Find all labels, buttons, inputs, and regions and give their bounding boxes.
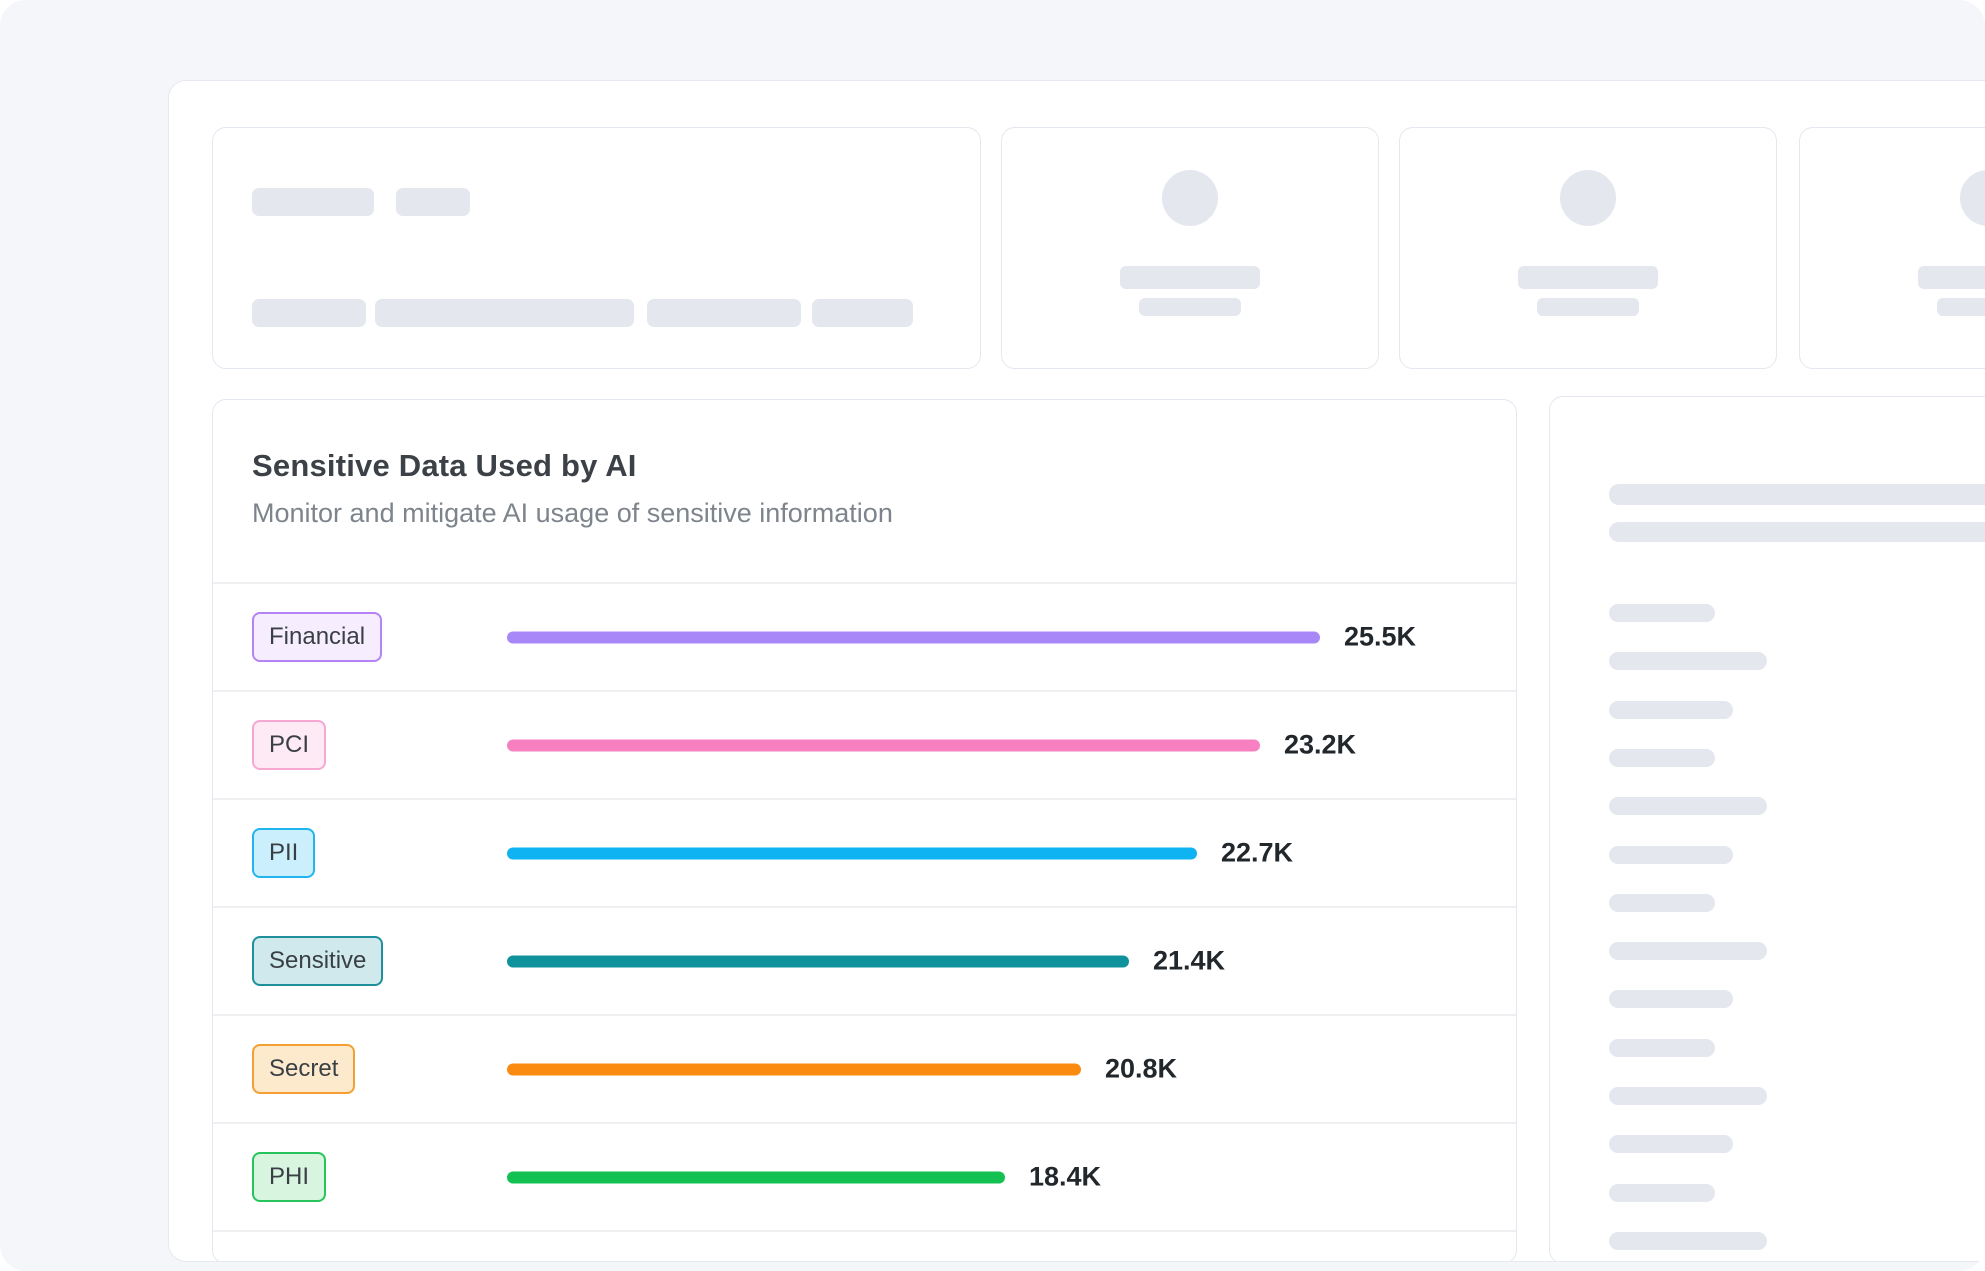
chart-row-phi: PHI 18.4K <box>213 1124 1516 1232</box>
skeleton-line <box>1609 652 1767 670</box>
category-badge-secret[interactable]: Secret <box>252 1044 356 1094</box>
chart-row-pii: PII 22.7K <box>213 800 1516 908</box>
profile-card-skeleton-1 <box>1001 127 1379 369</box>
skeleton-line <box>1609 990 1733 1008</box>
dashboard-surface: Sensitive Data Used by AI Monitor and mi… <box>168 80 1985 1262</box>
skeleton-bar <box>396 188 470 216</box>
skeleton-bar <box>252 188 374 216</box>
chart-row-sensitive: Sensitive 21.4K <box>213 908 1516 1016</box>
category-badge-pci[interactable]: PCI <box>252 720 327 770</box>
category-badge-phi[interactable]: PHI <box>252 1152 327 1202</box>
bar-group: 25.5K <box>507 622 1416 653</box>
avatar <box>1560 170 1616 226</box>
bar-group: 20.8K <box>507 1054 1177 1085</box>
panel-header: Sensitive Data Used by AI Monitor and mi… <box>213 400 1516 584</box>
skeleton-line <box>1609 749 1715 767</box>
profile-card-skeleton-3 <box>1799 127 1985 369</box>
category-badge-sensitive[interactable]: Sensitive <box>252 936 384 986</box>
skeleton-bar <box>252 299 366 327</box>
profile-card-skeleton-2 <box>1399 127 1777 369</box>
skeleton-line <box>1609 894 1715 912</box>
summary-card-skeleton <box>212 127 981 369</box>
skeleton-bar <box>647 299 801 327</box>
bar-pci <box>507 739 1260 751</box>
bar-pii <box>507 847 1197 859</box>
bar-group: 23.2K <box>507 730 1356 761</box>
avatar <box>1960 170 1985 226</box>
chart-row-secret: Secret 20.8K <box>213 1016 1516 1124</box>
bar-financial <box>507 631 1320 643</box>
chart-row-financial: Financial 25.5K <box>213 584 1516 692</box>
panel-title: Sensitive Data Used by AI <box>252 448 637 483</box>
skeleton-line <box>1609 942 1767 960</box>
skeleton-bar <box>1518 266 1658 289</box>
category-badge-financial[interactable]: Financial <box>252 612 383 662</box>
bar-group: 21.4K <box>507 946 1225 977</box>
side-panel-skeleton <box>1549 396 1985 1261</box>
skeleton-bar <box>1139 298 1241 316</box>
bar-value-label: 20.8K <box>1105 1053 1178 1084</box>
skeleton-line <box>1609 522 1985 542</box>
skeleton-line <box>1609 797 1767 815</box>
skeleton-bar <box>375 299 634 327</box>
skeleton-line <box>1609 701 1733 719</box>
skeleton-line <box>1609 484 1985 505</box>
bar-group: 18.4K <box>507 1162 1101 1193</box>
skeleton-bar <box>1537 298 1639 316</box>
bar-sensitive <box>507 955 1129 967</box>
bar-value-label: 21.4K <box>1153 945 1226 976</box>
skeleton-line <box>1609 1135 1733 1153</box>
skeleton-bar <box>812 299 913 327</box>
chart-row-pci: PCI 23.2K <box>213 692 1516 800</box>
bar-phi <box>507 1171 1005 1183</box>
skeleton-line <box>1609 846 1733 864</box>
skeleton-line <box>1609 1232 1767 1250</box>
bar-value-label: 23.2K <box>1284 729 1357 760</box>
skeleton-line <box>1609 1184 1715 1202</box>
bar-group: 22.7K <box>507 838 1293 869</box>
skeleton-line <box>1609 1087 1767 1105</box>
skeleton-line <box>1609 604 1715 622</box>
panel-subtitle: Monitor and mitigate AI usage of sensiti… <box>252 498 893 528</box>
bar-value-label: 25.5K <box>1344 621 1417 652</box>
skeleton-bar <box>1937 298 1985 316</box>
bar-secret <box>507 1063 1081 1075</box>
skeleton-bar <box>1120 266 1260 289</box>
sensitive-data-panel: Sensitive Data Used by AI Monitor and mi… <box>212 399 1517 1261</box>
category-badge-pii[interactable]: PII <box>252 828 316 878</box>
bar-value-label: 18.4K <box>1029 1161 1102 1192</box>
skeleton-line <box>1609 1039 1715 1057</box>
avatar <box>1162 170 1218 226</box>
skeleton-bar <box>1918 266 1985 289</box>
bar-value-label: 22.7K <box>1221 837 1294 868</box>
bar-chart: Financial 25.5K PCI 23.2K PII <box>213 584 1516 1232</box>
